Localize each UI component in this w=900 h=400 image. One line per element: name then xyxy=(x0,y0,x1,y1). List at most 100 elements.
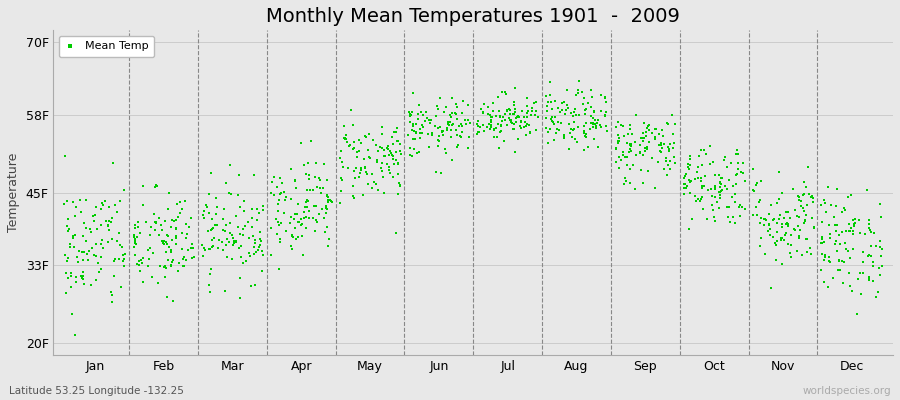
Mean Temp xyxy=(161,233,176,240)
Mean Temp xyxy=(693,175,707,181)
Mean Temp xyxy=(817,279,832,285)
Mean Temp xyxy=(586,121,600,128)
Mean Temp xyxy=(380,160,394,167)
Mean Temp xyxy=(529,108,544,114)
Mean Temp xyxy=(873,272,887,278)
Mean Temp xyxy=(796,205,811,211)
Mean Temp xyxy=(846,246,860,252)
Mean Temp xyxy=(256,252,270,258)
Mean Temp xyxy=(68,274,83,280)
Mean Temp xyxy=(306,215,320,221)
Mean Temp xyxy=(334,176,348,183)
Mean Temp xyxy=(623,122,637,128)
Mean Temp xyxy=(567,126,581,132)
Mean Temp xyxy=(574,89,589,95)
Mean Temp xyxy=(153,263,167,269)
Mean Temp xyxy=(717,182,732,189)
Mean Temp xyxy=(700,216,715,222)
Mean Temp xyxy=(647,126,662,132)
Mean Temp xyxy=(644,155,659,161)
Mean Temp xyxy=(247,233,261,240)
Mean Temp xyxy=(289,185,303,191)
Mean Temp xyxy=(693,178,707,184)
Mean Temp xyxy=(866,262,880,269)
Mean Temp xyxy=(872,265,886,272)
Mean Temp xyxy=(333,188,347,194)
Mean Temp xyxy=(207,235,221,242)
Mean Temp xyxy=(402,113,417,120)
Mean Temp xyxy=(492,108,507,114)
Mean Temp xyxy=(298,204,312,210)
Mean Temp xyxy=(727,199,742,205)
Mean Temp xyxy=(507,121,521,128)
Mean Temp xyxy=(484,124,499,130)
Mean Temp xyxy=(791,234,806,241)
Mean Temp xyxy=(656,133,670,139)
Mean Temp xyxy=(491,121,506,127)
Mean Temp xyxy=(660,155,674,161)
Mean Temp xyxy=(164,262,178,268)
Mean Temp xyxy=(798,212,813,218)
Mean Temp xyxy=(166,218,181,224)
Mean Temp xyxy=(547,114,562,120)
Mean Temp xyxy=(519,109,534,116)
Mean Temp xyxy=(580,131,594,137)
Mean Temp xyxy=(600,128,615,135)
Mean Temp xyxy=(832,232,846,238)
Mean Temp xyxy=(861,224,876,231)
Mean Temp xyxy=(195,242,210,248)
Mean Temp xyxy=(806,199,820,206)
Mean Temp xyxy=(826,214,841,220)
Mean Temp xyxy=(544,106,559,112)
Mean Temp xyxy=(389,128,403,135)
Mean Temp xyxy=(707,186,722,192)
Mean Temp xyxy=(624,143,638,149)
Mean Temp xyxy=(577,147,591,153)
Mean Temp xyxy=(762,211,777,217)
Mean Temp xyxy=(683,190,698,196)
Mean Temp xyxy=(391,191,405,197)
Mean Temp xyxy=(386,140,400,147)
Mean Temp xyxy=(430,106,445,112)
Mean Temp xyxy=(543,79,557,85)
Mean Temp xyxy=(797,191,812,197)
Mean Temp xyxy=(752,196,767,203)
Mean Temp xyxy=(313,177,328,183)
Mean Temp xyxy=(413,135,428,141)
Mean Temp xyxy=(401,109,416,116)
Mean Temp xyxy=(706,206,720,213)
Mean Temp xyxy=(76,276,91,282)
Mean Temp xyxy=(635,129,650,136)
Mean Temp xyxy=(101,222,115,228)
Mean Temp xyxy=(843,283,858,290)
Mean Temp xyxy=(842,254,857,261)
Mean Temp xyxy=(252,244,266,250)
Mean Temp xyxy=(683,156,698,162)
Mean Temp xyxy=(216,206,230,212)
Mean Temp xyxy=(448,110,463,116)
Mean Temp xyxy=(751,179,765,186)
Mean Temp xyxy=(336,164,350,171)
Mean Temp xyxy=(403,111,418,117)
Mean Temp xyxy=(406,123,420,129)
Mean Temp xyxy=(111,238,125,244)
Mean Temp xyxy=(609,124,624,130)
Mean Temp xyxy=(132,230,147,236)
Mean Temp xyxy=(404,127,419,134)
Mean Temp xyxy=(84,282,98,288)
Mean Temp xyxy=(874,253,888,259)
Mean Temp xyxy=(795,251,809,258)
Mean Temp xyxy=(288,178,302,184)
Mean Temp xyxy=(112,256,126,262)
Mean Temp xyxy=(320,224,334,230)
Mean Temp xyxy=(853,291,868,298)
Mean Temp xyxy=(475,122,490,128)
Mean Temp xyxy=(60,198,75,205)
Mean Temp xyxy=(312,210,327,217)
Mean Temp xyxy=(458,116,473,123)
Mean Temp xyxy=(470,131,484,138)
Mean Temp xyxy=(405,127,419,133)
Mean Temp xyxy=(289,236,303,242)
Mean Temp xyxy=(612,165,626,171)
Mean Temp xyxy=(525,112,539,119)
